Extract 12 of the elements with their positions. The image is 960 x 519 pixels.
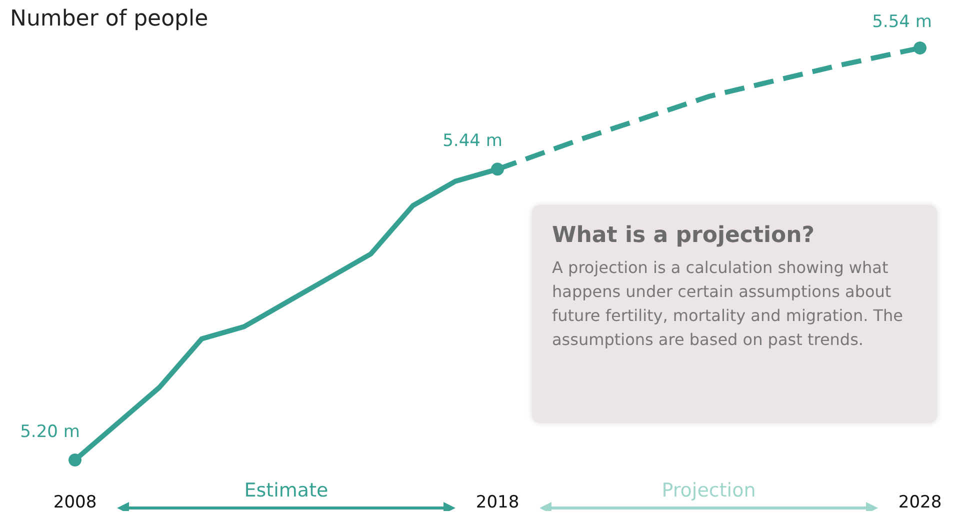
x-tick-label: 2028 [898, 492, 942, 512]
data-label: 5.44 m [442, 131, 502, 152]
data-label: 5.54 m [872, 12, 932, 32]
y-axis-title: Number of people [10, 6, 208, 32]
data-label: 5.20 m [20, 422, 80, 442]
annotation: A projection is a calculation showing what happens under certain assumptions about future fertility, mortality and migration. The assumptions are based on past trends. [552, 257, 904, 351]
text: Projection [662, 480, 756, 502]
x-tick-label: 2008 [53, 492, 97, 512]
x-tick-label: 2018 [476, 492, 520, 512]
text: Estimate [244, 480, 328, 502]
annotation: What is a projection? [552, 223, 816, 248]
info-box: What is a projection? A projection is a calculation showing what happens under certain assumptions about future fertility, mortality and migration. The assumptions are based on past trends. [532, 205, 937, 423]
